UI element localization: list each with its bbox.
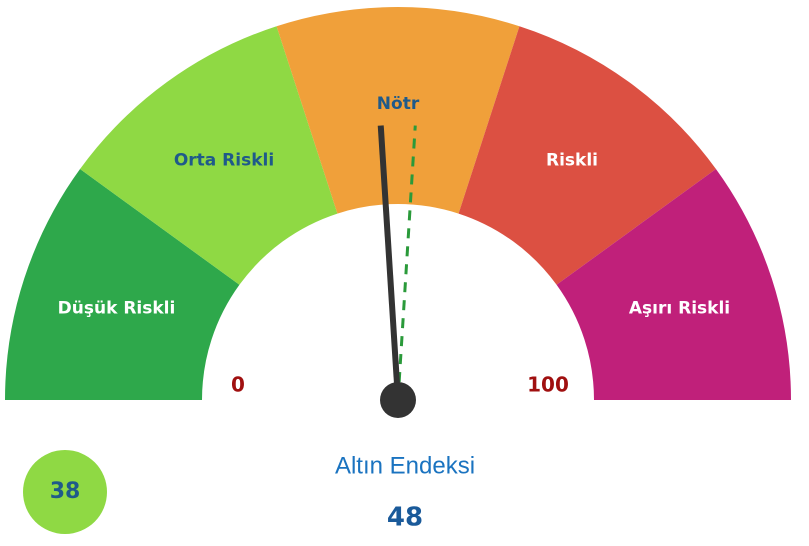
- gauge-band: [5, 169, 240, 400]
- badge: [23, 450, 107, 534]
- needle-hub: [380, 382, 416, 418]
- gauge-value: 48: [387, 503, 423, 533]
- gauge-band: [80, 26, 338, 285]
- gauge-band: [556, 169, 791, 400]
- gauge-band: [458, 26, 716, 285]
- band-label: Nötr: [377, 94, 420, 114]
- band-label: Riskli: [546, 151, 598, 171]
- marker-needle: [396, 125, 417, 401]
- band-label: Aşırı Riskli: [629, 299, 730, 319]
- band-label: Düşük Riskli: [58, 299, 176, 319]
- range-max-label: 100: [527, 373, 569, 397]
- gauge-band: [276, 7, 520, 214]
- gauge-title: Altın Endeksi: [335, 452, 475, 479]
- range-min-label: 0: [231, 373, 245, 397]
- badge-value: 38: [50, 479, 81, 504]
- needle: [377, 125, 401, 401]
- band-label: Orta Riskli: [174, 151, 274, 171]
